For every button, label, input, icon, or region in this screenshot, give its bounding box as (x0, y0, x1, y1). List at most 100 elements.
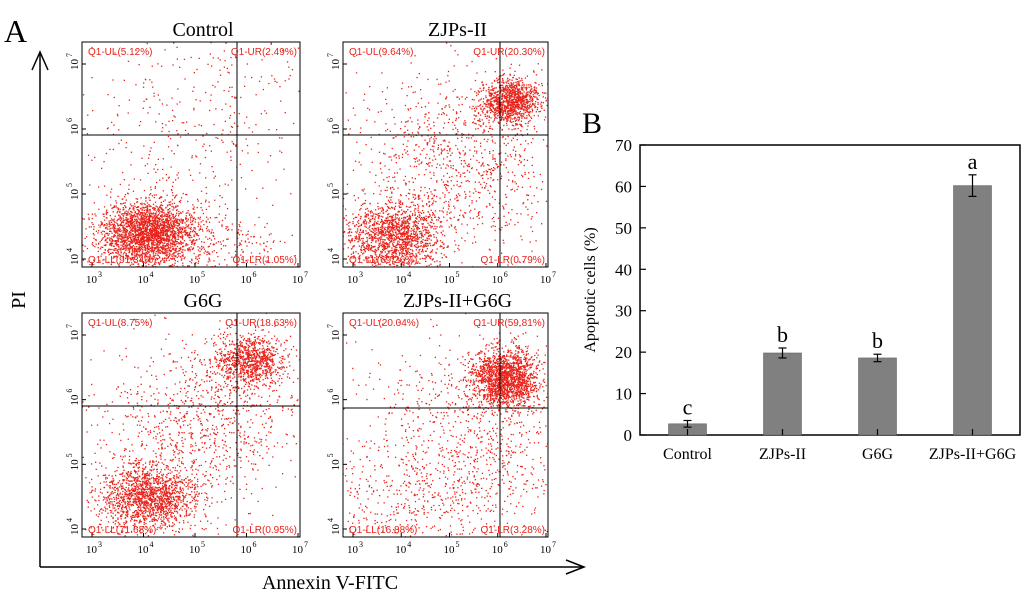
dot (405, 245, 407, 248)
dot (401, 253, 403, 255)
dot (106, 237, 108, 240)
dot (172, 226, 174, 228)
dot (477, 119, 479, 122)
dot (391, 215, 393, 218)
dot (509, 96, 511, 98)
dot (394, 213, 397, 215)
dot (145, 79, 147, 81)
dot (509, 120, 511, 123)
dot (173, 236, 175, 238)
dot (142, 247, 144, 249)
dot (422, 236, 424, 238)
dot (173, 216, 175, 218)
dot (195, 232, 197, 235)
dot (180, 243, 182, 245)
dot (157, 213, 160, 216)
dot (136, 243, 139, 245)
dot (109, 228, 111, 230)
dot (186, 121, 188, 123)
dot (370, 218, 372, 221)
dot (163, 251, 166, 254)
dot (134, 235, 136, 237)
dot (270, 233, 272, 235)
dot (176, 250, 178, 253)
dot (422, 238, 424, 241)
dot (410, 255, 412, 258)
dot (405, 251, 407, 253)
dot (233, 143, 235, 145)
dot (423, 276, 424, 277)
dot (148, 246, 151, 248)
dot (359, 228, 362, 231)
dot (141, 220, 143, 222)
dot (502, 87, 504, 89)
dot (167, 241, 169, 243)
dot (111, 242, 114, 244)
dot (138, 221, 140, 224)
dot (159, 237, 161, 240)
dot (266, 241, 268, 243)
dot (494, 71, 496, 73)
dot (412, 240, 414, 242)
dot (490, 102, 492, 104)
dot (158, 251, 160, 253)
dot (191, 155, 193, 157)
dot (291, 69, 294, 71)
dot (130, 234, 133, 236)
dot (392, 255, 394, 258)
dot (127, 214, 129, 216)
dot (398, 224, 400, 226)
dot (173, 244, 176, 246)
dot (221, 219, 224, 222)
dot (380, 238, 383, 240)
dot (365, 208, 367, 210)
dot (380, 231, 383, 233)
dot (116, 230, 118, 233)
dot (427, 197, 429, 200)
dot (131, 229, 133, 232)
dot (419, 253, 421, 255)
dot (406, 227, 408, 229)
dot (146, 206, 148, 208)
dot (149, 256, 151, 258)
dot (246, 269, 247, 270)
dot (103, 185, 106, 187)
dot (395, 238, 397, 240)
dot (372, 228, 374, 230)
dot (196, 270, 197, 271)
x-tick-label: 10 (138, 274, 150, 286)
dot (100, 239, 103, 241)
dot (284, 80, 286, 82)
dot (119, 210, 121, 212)
dot (240, 240, 243, 242)
dot (157, 224, 159, 226)
dot (175, 231, 177, 233)
dot (158, 113, 160, 115)
dot (153, 92, 155, 94)
dot (101, 253, 103, 255)
dot (129, 215, 131, 217)
dot (264, 15, 265, 16)
dot (386, 247, 388, 249)
dot (195, 155, 197, 157)
dot (169, 247, 171, 249)
dot (168, 225, 170, 228)
dot (175, 247, 177, 249)
dot (263, 248, 265, 250)
dot (135, 225, 137, 227)
dot (435, 252, 438, 254)
dot (391, 226, 393, 229)
dot (143, 222, 145, 224)
dot (348, 232, 351, 234)
dot (133, 254, 136, 256)
dot (162, 234, 164, 236)
dot (193, 234, 195, 236)
dot (223, 90, 225, 92)
dot (137, 229, 139, 231)
dot (161, 251, 163, 253)
dot (374, 229, 376, 231)
dot (435, 241, 437, 244)
dot (98, 224, 100, 226)
dot (112, 148, 114, 151)
dot (358, 258, 360, 260)
